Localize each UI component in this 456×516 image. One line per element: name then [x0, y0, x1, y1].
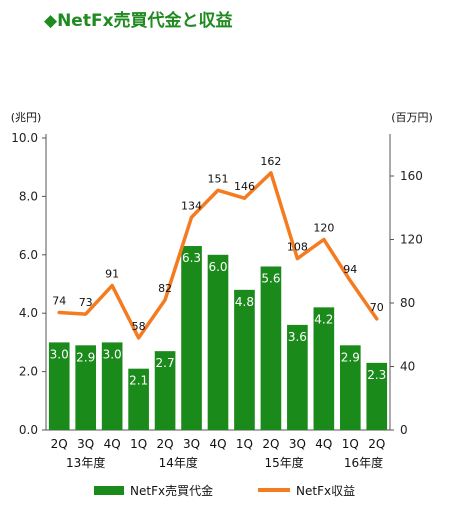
line-data-label: 162 [260, 155, 281, 168]
x-tick-label: 2Q [368, 437, 385, 451]
y-left-tick-label: 6.0 [19, 248, 38, 262]
line-data-label: 74 [52, 295, 66, 308]
line-series: 74 73 91 58 82 134 151 146 162 108 120 94 70 [52, 155, 384, 340]
bar-data-label: 5.6 [261, 271, 280, 285]
x-tick-label: 2Q [262, 437, 279, 451]
x-tick-label: 2Q [51, 437, 68, 451]
x-tick-label: 1Q [342, 437, 359, 451]
line-data-label: 151 [208, 172, 229, 185]
line-data-label: 82 [158, 282, 172, 295]
bar-data-label: 6.0 [208, 260, 227, 274]
bar [101, 342, 123, 430]
y-left-tick-label: 4.0 [19, 306, 38, 320]
y-left-unit: (兆円) [11, 111, 42, 124]
x-tick-label: 3Q [183, 437, 200, 451]
bar-data-label: 3.6 [288, 330, 307, 344]
bar [339, 345, 361, 430]
bar-data-label: 2.1 [129, 374, 148, 388]
bar [260, 266, 282, 430]
y-left-tick-label: 10.0 [11, 131, 38, 145]
y-right-tick-label: 0 [400, 423, 408, 437]
y-left-tick-label: 0.0 [19, 423, 38, 437]
line-data-label: 134 [181, 199, 202, 212]
x-tick-label: 2Q [157, 437, 174, 451]
x-year-label: 16年度 [344, 455, 383, 470]
line-data-label: 94 [343, 263, 357, 276]
y-right-tick-label: 80 [400, 296, 415, 310]
x-tick-label: 4Q [104, 437, 121, 451]
legend-swatch-bar [94, 486, 124, 495]
bar-series: 3.0 2.9 3.0 2.1 2.7 6.3 6.0 4.8 5.6 3.6 4.2 2.9 2.3 [48, 246, 388, 430]
line-data-label: 108 [287, 241, 308, 254]
bar [75, 345, 97, 430]
y-left-tick-label: 2.0 [19, 365, 38, 379]
bar [207, 254, 229, 430]
bar-data-label: 3.0 [103, 347, 122, 361]
bar [313, 307, 335, 430]
x-tick-label: 1Q [236, 437, 253, 451]
bar [287, 324, 308, 430]
line-data-label: 120 [313, 222, 334, 235]
bar-data-label: 2.9 [76, 350, 95, 364]
x-tick-label: 3Q [289, 437, 306, 451]
legend-label-line: NetFx収益 [296, 484, 355, 498]
line-data-label: 146 [234, 180, 255, 193]
y-left-tick-label: 8.0 [19, 189, 38, 203]
bar-data-label: 6.3 [182, 251, 201, 265]
page-title: ◆NetFx売買代金と収益 [44, 11, 233, 31]
line-data-label: 58 [132, 320, 146, 333]
bar [128, 368, 149, 430]
bar [154, 351, 176, 430]
bar-data-label: 4.2 [314, 312, 333, 326]
x-tick-label: 4Q [315, 437, 332, 451]
bar [366, 362, 388, 430]
bar [48, 342, 70, 430]
bar-data-label: 4.8 [235, 295, 254, 309]
y-right-tick-label: 160 [400, 169, 423, 183]
bar-data-label: 2.7 [156, 356, 175, 370]
line-data-label: 73 [79, 296, 93, 309]
bar [181, 246, 202, 430]
legend-label-bar: NetFx売買代金 [130, 483, 213, 498]
x-year-label: 13年度 [66, 455, 105, 470]
x-year-label: 15年度 [265, 455, 304, 470]
x-tick-label: 4Q [209, 437, 226, 451]
bar-data-label: 2.9 [341, 350, 360, 364]
y-right-tick-label: 120 [400, 233, 423, 247]
x-tick-label: 3Q [77, 437, 94, 451]
y-right-tick-label: 40 [400, 360, 415, 374]
line-data-label: 70 [370, 301, 384, 314]
x-year-label: 14年度 [159, 455, 198, 470]
chart-axes: (兆円) (百万円) 0.0 2.0 4.0 6.0 8.0 10.0 0 40 80 120 160 2… [11, 111, 433, 470]
line-data-label: 91 [105, 268, 119, 281]
bar-data-label: 2.3 [367, 368, 386, 382]
bar-data-label: 3.0 [50, 347, 69, 361]
bar [234, 289, 255, 430]
y-right-unit: (百万円) [391, 111, 433, 124]
chart-legend: NetFx売買代金 NetFx収益 [94, 483, 355, 498]
x-tick-label: 1Q [130, 437, 147, 451]
